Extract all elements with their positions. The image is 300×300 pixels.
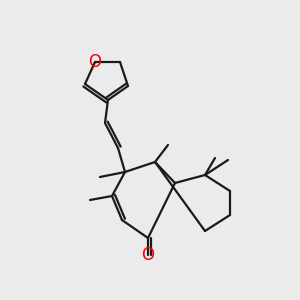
Text: O: O — [88, 53, 101, 71]
Text: O: O — [142, 246, 154, 264]
